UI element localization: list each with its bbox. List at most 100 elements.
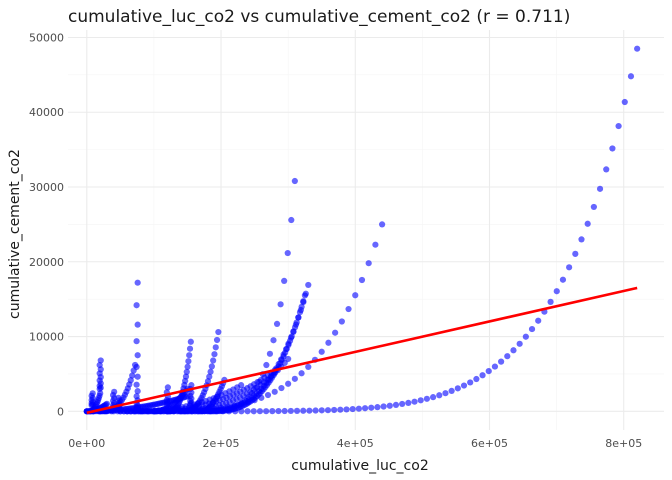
data-point <box>535 317 542 324</box>
data-point <box>103 400 111 407</box>
data-point <box>365 260 372 267</box>
grid-minor <box>68 30 664 430</box>
data-point <box>300 407 307 414</box>
data-point <box>186 345 194 352</box>
data-point <box>298 370 305 377</box>
data-point <box>399 400 406 408</box>
x-tick-label: 8e+05 <box>605 437 642 450</box>
regression-line <box>86 286 638 415</box>
data-points <box>83 45 641 415</box>
data-point <box>97 357 104 364</box>
data-point <box>621 98 628 106</box>
x-tick-label: 6e+05 <box>471 437 508 450</box>
data-point <box>188 382 195 389</box>
data-point <box>211 351 218 358</box>
data-point <box>295 314 302 321</box>
data-point <box>133 338 140 345</box>
x-axis-title: cumulative_luc_co2 <box>291 458 428 474</box>
data-point <box>337 406 344 413</box>
data-point <box>627 73 635 80</box>
data-point <box>296 309 304 316</box>
data-point <box>411 398 418 405</box>
data-point <box>553 288 560 295</box>
data-point <box>293 407 301 414</box>
data-point <box>566 264 573 271</box>
data-point <box>129 372 136 379</box>
data-point <box>212 344 219 351</box>
data-point <box>215 328 222 336</box>
data-point <box>207 368 214 375</box>
data-point <box>324 407 332 414</box>
data-point <box>127 377 134 384</box>
data-point <box>491 363 499 370</box>
data-point <box>306 407 313 414</box>
data-point <box>281 277 288 284</box>
data-point <box>164 384 171 391</box>
data-point <box>559 276 567 283</box>
data-point <box>392 401 400 409</box>
data-point <box>183 368 190 375</box>
data-point <box>291 177 298 185</box>
data-point <box>111 388 118 395</box>
y-tick-label: 20000 <box>29 256 64 269</box>
data-point <box>325 339 332 346</box>
data-point <box>281 407 288 415</box>
data-point <box>332 329 339 336</box>
data-point <box>374 404 381 411</box>
data-point <box>454 385 461 392</box>
data-point <box>256 408 264 415</box>
x-tick-label: 4e+05 <box>337 437 374 450</box>
data-point <box>277 301 284 308</box>
data-point <box>460 382 468 389</box>
data-point <box>210 357 217 364</box>
data-point <box>238 382 245 389</box>
data-point <box>572 250 579 257</box>
data-point <box>291 375 298 382</box>
data-point <box>115 394 122 401</box>
data-point <box>284 249 291 257</box>
data-point <box>275 407 282 415</box>
data-point <box>528 325 536 333</box>
data-point <box>423 395 431 402</box>
data-point <box>266 350 274 357</box>
data-point <box>134 352 141 359</box>
data-point <box>436 392 443 399</box>
y-tick-label: 30000 <box>29 181 64 194</box>
data-point <box>358 276 366 284</box>
data-point <box>590 203 597 211</box>
data-point <box>516 340 523 347</box>
y-tick-label: 10000 <box>29 331 64 344</box>
grid-major <box>68 30 664 430</box>
data-point <box>213 336 221 344</box>
data-point <box>285 380 292 387</box>
chart-title: cumulative_luc_co2 vs cumulative_cement_… <box>68 7 570 27</box>
data-point <box>386 402 393 409</box>
data-point <box>182 373 190 380</box>
data-point <box>291 324 299 331</box>
data-point <box>288 216 295 224</box>
data-point <box>187 338 194 345</box>
data-point <box>331 406 338 414</box>
data-point <box>263 408 270 415</box>
data-point <box>134 373 141 380</box>
data-point <box>250 408 257 415</box>
data-point <box>352 292 359 299</box>
data-point <box>293 319 300 326</box>
data-point <box>318 348 325 355</box>
data-point <box>634 45 641 52</box>
data-point <box>263 361 270 369</box>
data-point <box>467 379 474 386</box>
data-point <box>343 406 350 413</box>
data-point <box>609 145 616 152</box>
data-point <box>133 381 140 388</box>
data-point <box>305 281 312 289</box>
data-point <box>345 305 352 313</box>
y-axis-title: cumulative_cement_co2 <box>7 149 23 319</box>
data-point <box>285 355 292 363</box>
data-point <box>97 390 104 397</box>
data-point <box>134 279 141 286</box>
data-point <box>287 407 294 415</box>
data-point <box>208 363 215 370</box>
x-tick-label: 2e+05 <box>203 437 240 450</box>
